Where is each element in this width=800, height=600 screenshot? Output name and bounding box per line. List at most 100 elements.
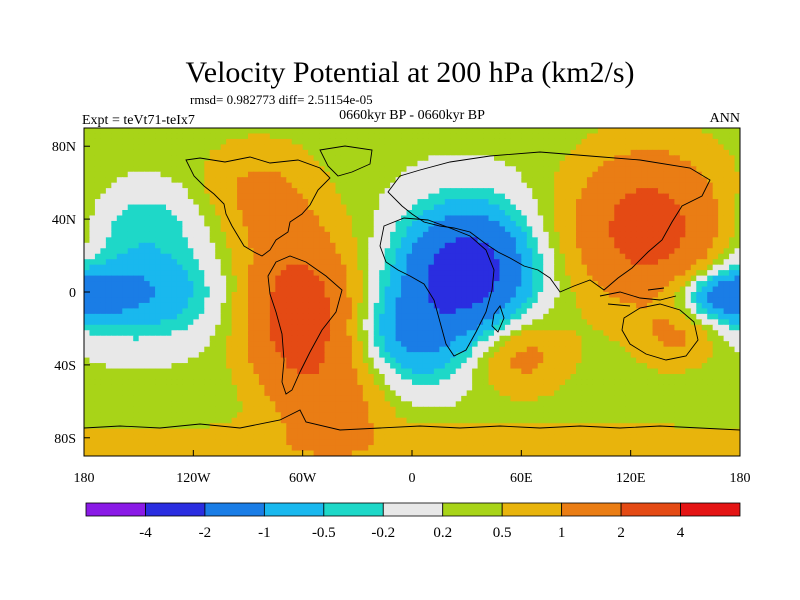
contour-cell	[100, 302, 107, 309]
contour-cell	[94, 259, 101, 266]
contour-cell	[362, 264, 369, 271]
contour-cell	[521, 133, 528, 140]
contour-cell	[521, 193, 528, 200]
contour-cell	[521, 253, 528, 260]
contour-cell	[275, 144, 282, 151]
contour-cell	[488, 215, 495, 222]
contour-cell	[554, 237, 561, 244]
contour-cell	[368, 286, 375, 293]
contour-cell	[362, 166, 369, 173]
contour-cell	[548, 226, 555, 233]
contour-cell	[357, 204, 364, 211]
contour-cell	[603, 149, 610, 156]
contour-cell	[122, 171, 129, 178]
contour-cell	[116, 193, 123, 200]
contour-cell	[461, 275, 468, 282]
contour-cell	[619, 199, 626, 206]
contour-cell	[592, 133, 599, 140]
contour-cell	[111, 199, 118, 206]
contour-cell	[406, 313, 413, 320]
contour-cell	[193, 313, 200, 320]
contour-cell	[176, 138, 183, 145]
contour-cell	[302, 335, 309, 342]
contour-cell	[100, 138, 107, 145]
contour-cell	[242, 144, 249, 151]
contour-cell	[226, 253, 233, 260]
contour-cell	[548, 138, 555, 145]
contour-cell	[554, 242, 561, 249]
contour-cell	[707, 324, 714, 331]
contour-cell	[412, 352, 419, 359]
contour-cell	[466, 264, 473, 271]
contour-cell	[373, 199, 380, 206]
contour-cell	[586, 264, 593, 271]
contour-cell	[89, 188, 96, 195]
contour-cell	[444, 264, 451, 271]
contour-cell	[248, 144, 255, 151]
contour-cell	[149, 319, 156, 326]
contour-cell	[619, 204, 626, 211]
contour-cell	[422, 253, 429, 260]
contour-cell	[138, 166, 145, 173]
contour-cell	[515, 155, 522, 162]
contour-cell	[226, 335, 233, 342]
contour-cell	[346, 297, 353, 304]
contour-cell	[209, 292, 216, 299]
contour-cell	[94, 193, 101, 200]
contour-cell	[100, 149, 107, 156]
contour-cell	[253, 204, 260, 211]
contour-cell	[494, 226, 501, 233]
contour-cell	[351, 281, 358, 288]
contour-cell	[286, 166, 293, 173]
contour-cell	[461, 324, 468, 331]
contour-cell	[543, 346, 550, 353]
contour-cell	[586, 133, 593, 140]
contour-cell	[712, 313, 719, 320]
contour-cell	[412, 292, 419, 299]
contour-cell	[559, 155, 566, 162]
contour-cell	[576, 160, 583, 167]
contour-cell	[308, 160, 315, 167]
contour-cell	[608, 160, 615, 167]
contour-cell	[510, 253, 517, 260]
stats-label: rmsd= 0.982773 diff= 2.51154e-05	[190, 92, 373, 107]
contour-cell	[275, 352, 282, 359]
contour-cell	[422, 177, 429, 184]
contour-cell	[570, 155, 577, 162]
contour-cell	[565, 302, 572, 309]
contour-cell	[116, 341, 123, 348]
contour-cell	[488, 193, 495, 200]
contour-cell	[712, 166, 719, 173]
contour-cell	[461, 166, 468, 173]
contour-cell	[450, 292, 457, 299]
contour-cell	[515, 270, 522, 277]
contour-cell	[597, 275, 604, 282]
contour-cell	[133, 324, 140, 331]
contour-cell	[357, 286, 364, 293]
contour-cell	[220, 330, 227, 337]
contour-cell	[100, 346, 107, 353]
contour-cell	[417, 231, 424, 238]
contour-cell	[592, 286, 599, 293]
contour-cell	[597, 253, 604, 260]
contour-cell	[636, 292, 643, 299]
contour-cell	[526, 144, 533, 151]
contour-cell	[231, 188, 238, 195]
contour-cell	[668, 171, 675, 178]
contour-cell	[204, 199, 211, 206]
contour-cell	[581, 226, 588, 233]
contour-cell	[515, 149, 522, 156]
contour-cell	[324, 259, 331, 266]
contour-cell	[166, 220, 173, 227]
contour-cell	[308, 264, 315, 271]
contour-cell	[472, 160, 479, 167]
contour-cell	[182, 253, 189, 260]
contour-cell	[647, 264, 654, 271]
contour-cell	[444, 341, 451, 348]
contour-cell	[674, 286, 681, 293]
contour-cell	[504, 204, 511, 211]
contour-cell	[674, 215, 681, 222]
contour-cell	[412, 182, 419, 189]
contour-cell	[84, 346, 91, 353]
contour-cell	[603, 193, 610, 200]
